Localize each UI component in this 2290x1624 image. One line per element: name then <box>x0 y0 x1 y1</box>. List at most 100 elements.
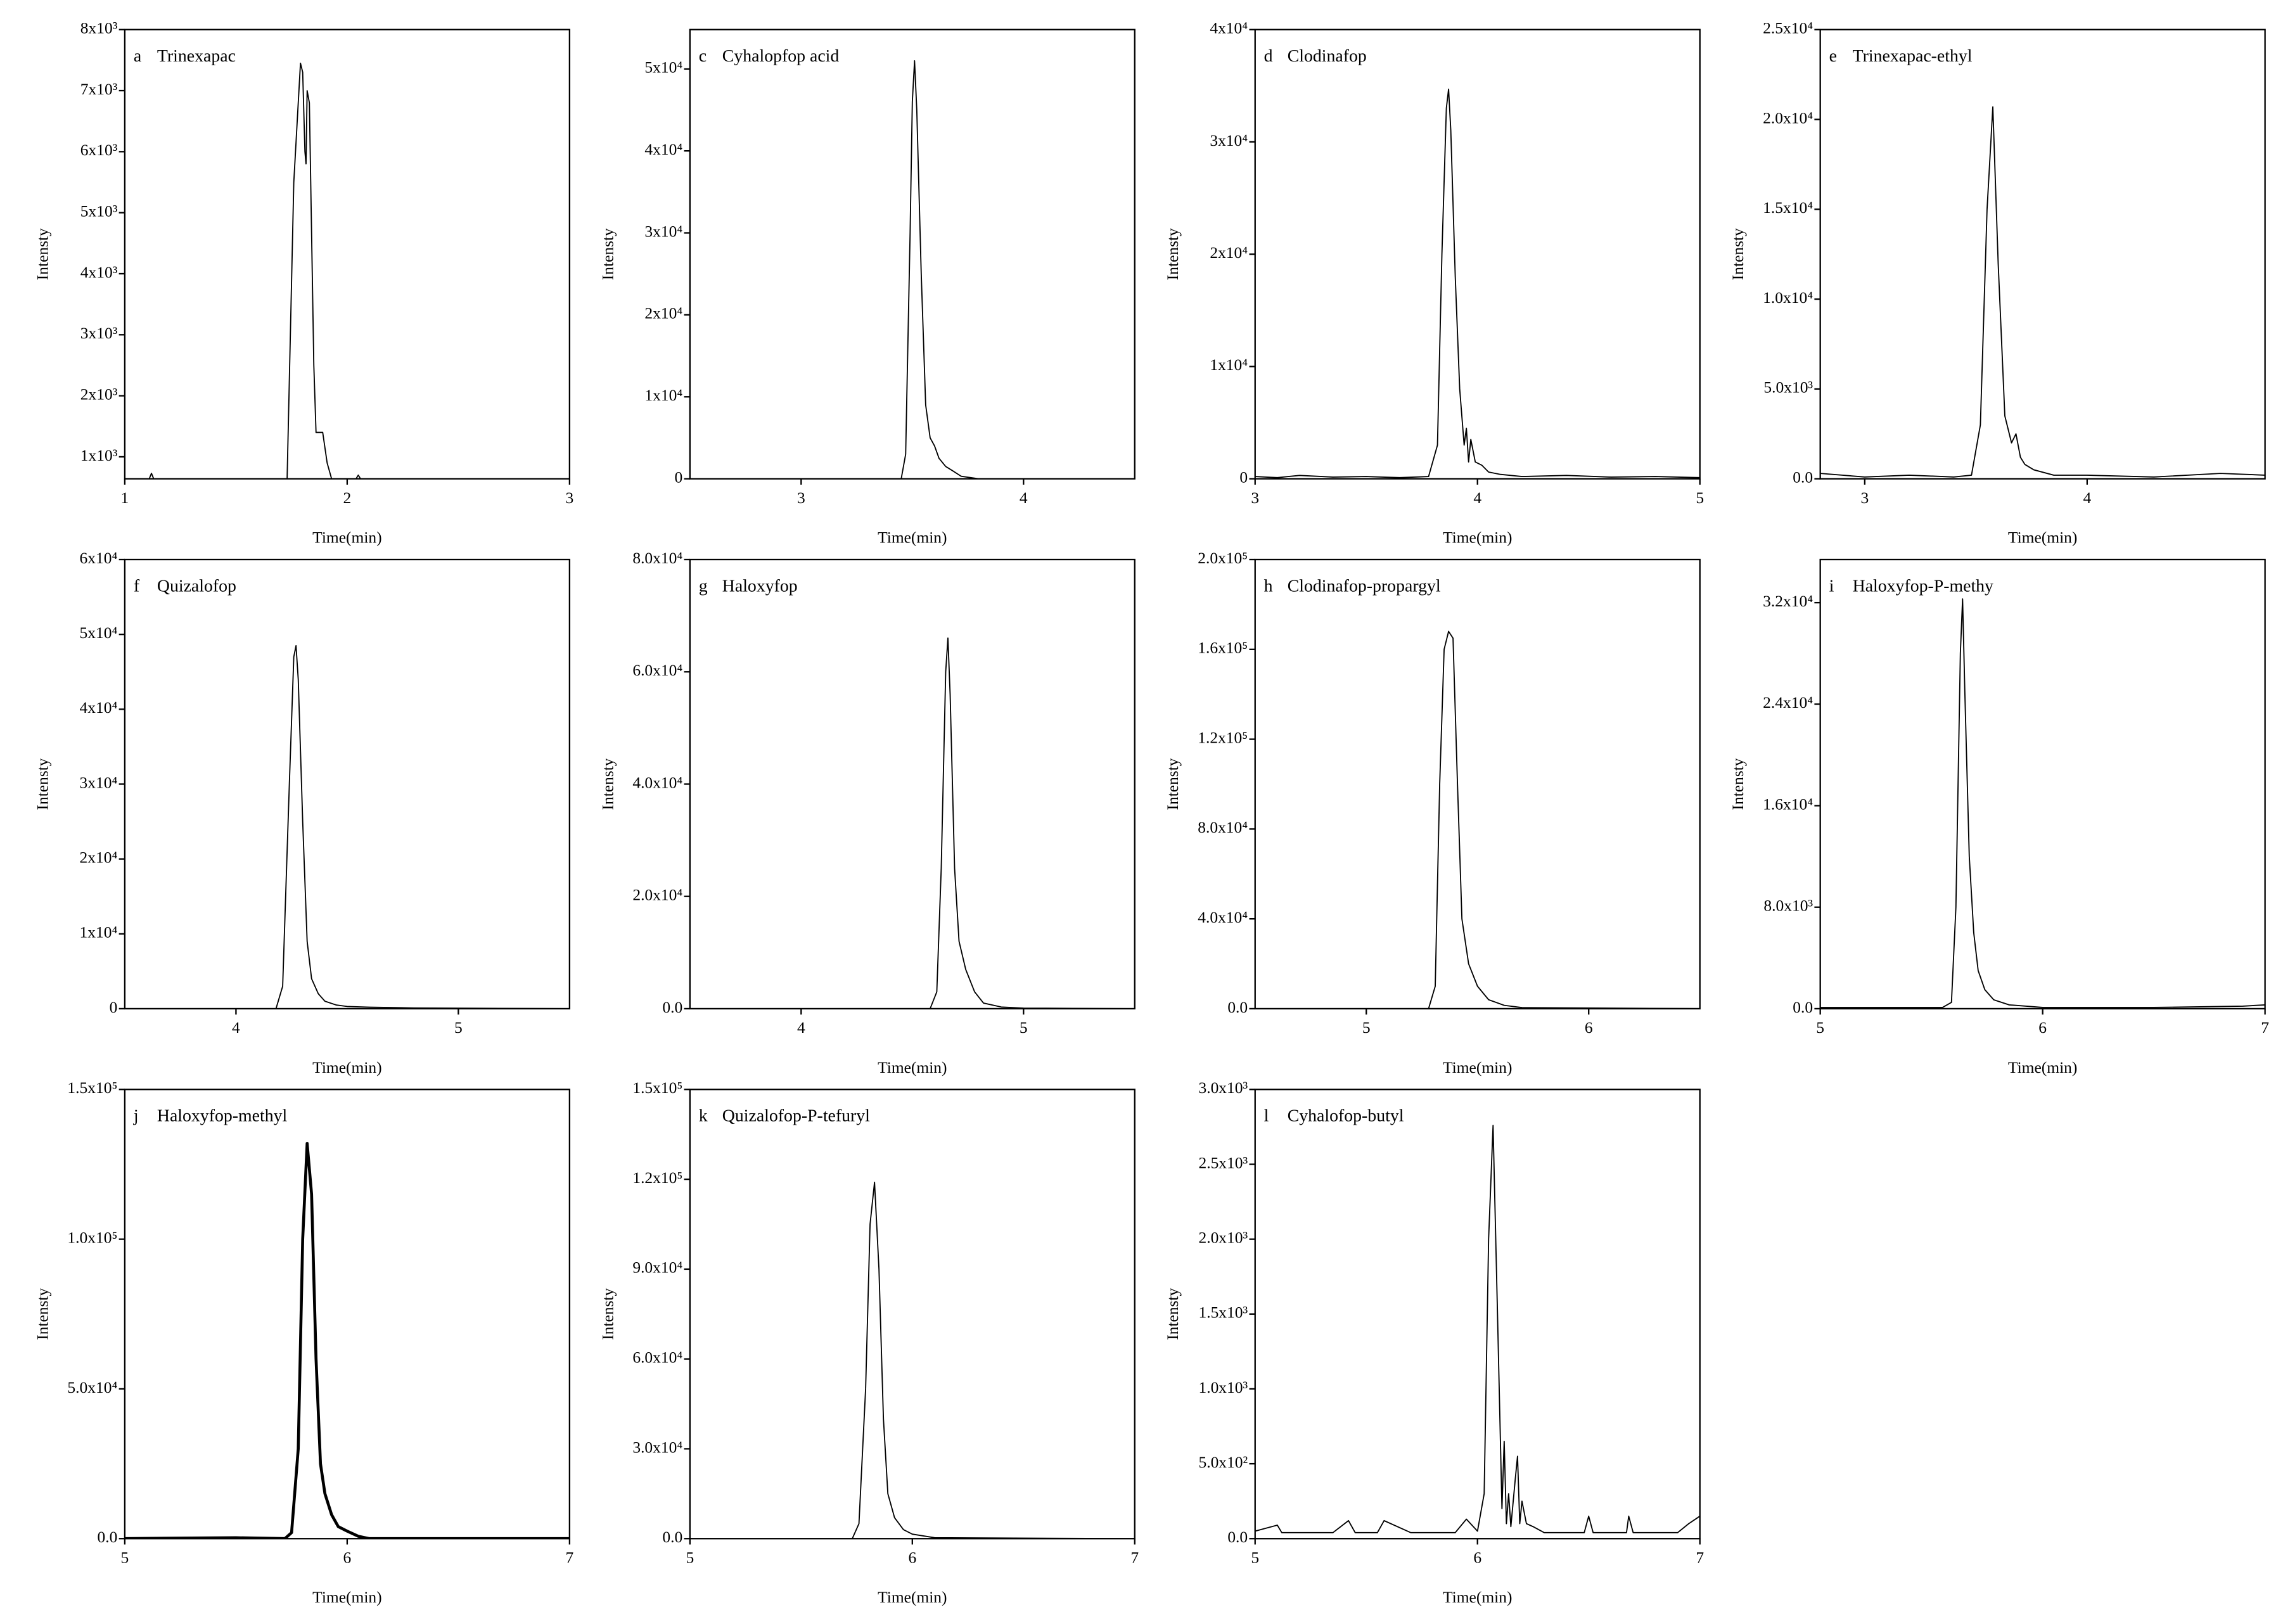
y-tick-label: 4.0x10⁴ <box>632 773 682 791</box>
x-axis-label: Time(min) <box>1443 528 1512 546</box>
y-tick-label: 2x10⁴ <box>80 848 118 866</box>
y-tick-label: 0 <box>675 468 683 486</box>
y-tick-label: 3.0x10⁴ <box>632 1438 682 1456</box>
y-tick-label: 4x10⁴ <box>80 698 118 717</box>
plot-frame <box>1254 1089 1701 1540</box>
chart-panel: 5 6 7 0.0 8.0x10³ 1.6x10⁴ 2.4x10⁴ 3.2x10⁴ Time(m… <box>1729 558 2269 1077</box>
chromatogram-line <box>1820 106 2265 478</box>
chart-panel: 4 5 0.0 2.0x10⁴ 4.0x10⁴ 6.0x10⁴ 8.0x10⁴ Time(mi… <box>598 549 1135 1077</box>
x-tick-label: 4 <box>2083 489 2091 507</box>
x-tick-label: 5 <box>1362 1018 1371 1037</box>
panel-letter: h <box>1264 576 1273 596</box>
y-axis-label: Intensty <box>598 758 617 810</box>
x-tick-label: 3 <box>1251 489 1259 507</box>
y-tick-label: 2.0x10³ <box>1198 1228 1248 1246</box>
x-axis-label: Time(min) <box>878 528 947 546</box>
x-tick-label: 3 <box>1860 489 1869 507</box>
x-axis-label: Time(min) <box>878 1588 947 1606</box>
y-tick-label: 3x10⁴ <box>644 222 682 240</box>
x-tick-label: 5 <box>454 1018 463 1037</box>
x-tick-label: 7 <box>565 1549 573 1567</box>
panel-letter: c <box>699 46 707 66</box>
chromatogram-line <box>1255 630 1700 1009</box>
x-tick-label: 3 <box>565 489 573 507</box>
y-tick-label: 1x10⁴ <box>1210 355 1248 374</box>
y-tick-label: 1.2x10⁵ <box>632 1168 682 1187</box>
chart-title: Haloxyfop-methyl <box>157 1106 288 1126</box>
y-tick-label: 1.0x10³ <box>1198 1378 1248 1397</box>
x-tick-label: 6 <box>908 1549 916 1567</box>
y-tick-label: 0.0 <box>97 1528 117 1546</box>
y-tick-label: 5x10³ <box>80 202 118 221</box>
x-tick-label: 1 <box>121 489 129 507</box>
chart-title: Cyhalofop-butyl <box>1288 1106 1404 1126</box>
x-tick-label: 5 <box>1696 489 1704 507</box>
y-tick-label: 4x10³ <box>80 263 118 281</box>
x-axis-label: Time(min) <box>312 1058 381 1077</box>
y-axis-label: Intensty <box>33 1288 51 1340</box>
y-tick-label: 1.6x10⁵ <box>1198 639 1248 657</box>
y-tick-label: 3.2x10⁴ <box>1763 592 1813 610</box>
y-tick-label: 2x10⁴ <box>1210 243 1248 262</box>
panel-letter: d <box>1264 46 1273 66</box>
x-tick-label: 7 <box>1130 1549 1139 1567</box>
panel-letter: f <box>134 576 140 596</box>
y-tick-label: 6.0x10⁴ <box>632 1348 682 1367</box>
chart-title: Cyhalopfop acid <box>722 46 840 66</box>
y-axis-label: Intensty <box>1163 228 1182 280</box>
x-tick-label: 5 <box>121 1549 129 1567</box>
plot-frame <box>124 1089 571 1540</box>
y-tick-label: 4x10⁴ <box>644 140 682 158</box>
y-tick-label: 0.0 <box>1793 998 1813 1016</box>
y-tick-label: 1.0x10⁵ <box>67 1228 117 1246</box>
y-tick-label: 2.0x10⁴ <box>632 886 682 904</box>
chart-title: Clodinafop-propargyl <box>1288 576 1441 596</box>
y-tick-label: 1.5x10⁵ <box>632 1078 682 1097</box>
chart-title: Haloxyfop-P-methy <box>1853 576 1993 596</box>
y-tick-label: 1x10³ <box>80 446 118 464</box>
y-axis-label: Intensty <box>598 1288 617 1340</box>
x-tick-label: 5 <box>1816 1018 1824 1037</box>
y-tick-label: 5.0x10² <box>1198 1453 1248 1471</box>
panel-letter: i <box>1829 576 1834 596</box>
chromatogram-line <box>689 60 1135 479</box>
chart-panel: 5 6 0.0 4.0x10⁴ 8.0x10⁴ 1.2x10⁵ 1.6x10⁵ 2.0x10⁵… <box>1163 549 1701 1077</box>
y-tick-label: 3.0x10³ <box>1198 1078 1248 1097</box>
x-tick-label: 6 <box>1585 1018 1593 1037</box>
y-tick-label: 1.5x10⁵ <box>67 1078 117 1097</box>
y-tick-label: 5x10⁴ <box>80 623 118 642</box>
chart-title: Haloxyfop <box>722 576 798 596</box>
plot-frame <box>1254 558 1701 1010</box>
chromatogram-line <box>689 637 1135 1009</box>
y-tick-label: 6x10³ <box>80 141 118 159</box>
panel-letter: l <box>1264 1106 1269 1126</box>
y-tick-label: 0 <box>1239 468 1248 486</box>
y-tick-label: 1.6x10⁴ <box>1763 795 1813 813</box>
plot-frame <box>124 29 571 480</box>
y-tick-label: 6.0x10⁴ <box>632 661 682 679</box>
y-tick-label: 8x10³ <box>80 19 118 37</box>
x-tick-label: 2 <box>343 489 352 507</box>
x-tick-label: 4 <box>232 1018 240 1037</box>
x-tick-label: 5 <box>1020 1018 1028 1037</box>
x-tick-label: 3 <box>797 489 805 507</box>
y-tick-label: 5x10⁴ <box>644 58 682 77</box>
plot-frame <box>124 558 571 1010</box>
x-tick-label: 5 <box>1251 1549 1259 1567</box>
y-tick-label: 1.5x10³ <box>1198 1303 1248 1322</box>
x-axis-label: Time(min) <box>2008 528 2077 546</box>
y-axis-label: Intensty <box>1729 758 1747 810</box>
chart-title: Clodinafop <box>1288 46 1367 66</box>
chart-panel: 3 4 0 1x10⁴ 2x10⁴ 3x10⁴ 4x10⁴ 5x10⁴ Time(min) Int… <box>598 29 1135 546</box>
x-tick-label: 5 <box>686 1549 694 1567</box>
chart-title: Quizalofop-P-tefuryl <box>722 1106 870 1126</box>
plot-frame <box>1254 29 1701 480</box>
y-tick-label: 8.0x10⁴ <box>1198 818 1248 836</box>
chart-panel: 5 6 7 0.0 5.0x10² 1.0x10³ 1.5x10³ 2.0x10³ 2.5x10… <box>1163 1078 1704 1606</box>
x-tick-label: 7 <box>1696 1549 1704 1567</box>
panel-letter: a <box>134 46 141 66</box>
x-tick-label: 4 <box>1473 489 1481 507</box>
y-axis-label: Intensty <box>1729 228 1747 280</box>
panel-letter: j <box>133 1106 139 1126</box>
